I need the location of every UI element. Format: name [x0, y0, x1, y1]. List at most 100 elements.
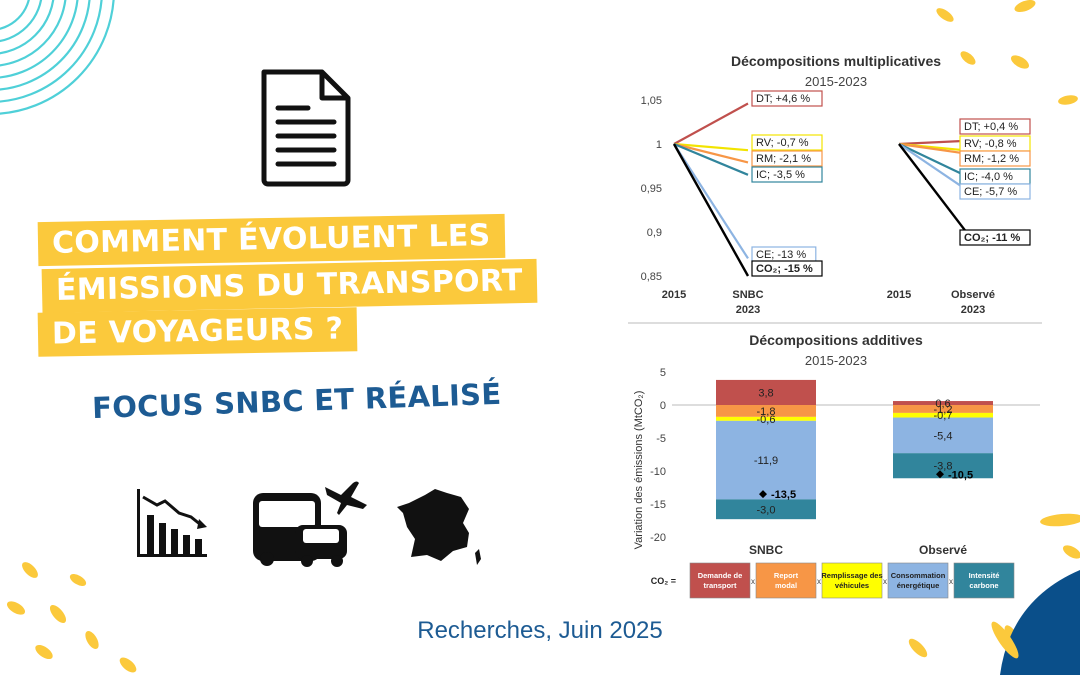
legend-swatch — [887, 562, 949, 599]
series-line-ce — [673, 143, 749, 259]
legend-swatch — [689, 562, 751, 599]
legend-separator: x — [883, 577, 887, 586]
bar-value-label: 3,8 — [758, 387, 773, 399]
legend-separator: x — [751, 577, 755, 586]
legend-swatch — [755, 562, 817, 599]
data-label-box — [751, 260, 823, 277]
data-label-dt: DT; +0,4 % — [964, 121, 1018, 133]
data-label-box — [959, 150, 1031, 167]
series-line-dt — [673, 102, 749, 145]
top-y-tick: 0,95 — [641, 183, 662, 195]
bottom-y-tick: 5 — [660, 367, 666, 379]
top-y-tick: 1 — [656, 139, 662, 151]
bar-segment-3 — [893, 417, 993, 454]
bar-segment-3 — [716, 420, 816, 500]
top-chart-title: Décompositions multiplicatives — [731, 53, 941, 69]
data-label-ce: CE; -13 % — [756, 249, 806, 261]
top-x-label-end-2b: 2023 — [961, 304, 985, 316]
series-line-rm — [673, 142, 749, 164]
top-x-label-start-1: 2015 — [662, 289, 686, 301]
data-label-box — [959, 229, 1031, 246]
series-line-rv — [673, 142, 749, 152]
bottom-x-label: Observé — [919, 543, 967, 557]
footer-caption: Recherches, Juin 2025 — [417, 617, 663, 644]
bottom-y-tick: -15 — [650, 499, 666, 511]
legend-separator: x — [817, 577, 821, 586]
data-label-dt: DT; +4,6 % — [756, 93, 810, 105]
bottom-x-label: SNBC — [749, 543, 783, 557]
data-label-ic: IC; -4,0 % — [964, 171, 1013, 183]
series-line-co2 — [672, 143, 750, 277]
total-marker — [759, 490, 767, 499]
bar-value-label: -0,6 — [757, 414, 776, 426]
top-x-label-start-2: 2015 — [887, 289, 911, 301]
bottom-y-tick: -20 — [650, 532, 666, 544]
data-label-ic: IC; -3,5 % — [756, 169, 805, 181]
total-label: -13,5 — [771, 489, 796, 501]
top-x-label-end-1b: 2023 — [736, 304, 760, 316]
legend-swatch — [953, 562, 1015, 599]
bar-segment-4 — [716, 499, 816, 520]
bar-segment-1 — [893, 405, 993, 413]
bar-segment-2 — [716, 416, 816, 421]
series-line-co2 — [898, 143, 974, 242]
legend-separator: x — [949, 577, 953, 586]
legend-prefix: CO₂ = — [651, 576, 676, 586]
top-x-label-end-1a: SNBC — [732, 289, 763, 301]
legend-label: Demande de transport — [698, 571, 743, 590]
legend-label: Remplissage des véhicules — [821, 571, 882, 590]
bar-segment-0 — [716, 379, 816, 405]
icons-row — [137, 481, 481, 567]
bar-value-label: -1,2 — [934, 404, 953, 416]
bar-segment-0 — [893, 401, 993, 405]
data-label-box — [751, 90, 823, 107]
bar-value-label: -1,8 — [757, 406, 776, 418]
data-label-rm: RM; -1,2 % — [964, 153, 1019, 165]
data-label-ce: CE; -5,7 % — [964, 186, 1017, 198]
data-label-box — [751, 166, 823, 183]
bottom-y-tick: -5 — [656, 433, 666, 445]
navy-corner-shape — [1000, 570, 1080, 675]
bottom-y-tick: 0 — [660, 400, 666, 412]
legend-label: Intensité carbone — [969, 571, 1000, 590]
additive-chart: Décompositions additives 2015-2023 Varia… — [633, 332, 1040, 599]
top-y-tick: 0,85 — [641, 271, 662, 283]
declining-bar-chart-icon — [137, 489, 207, 557]
legend-label: Report modal — [774, 571, 799, 590]
bar-value-label: 0,6 — [935, 398, 950, 410]
total-marker — [936, 470, 944, 479]
france-map-icon — [397, 489, 481, 565]
multiplicative-chart: Décompositions multiplicatives 2015-2023… — [641, 53, 1031, 316]
bar-value-label: -3,8 — [934, 461, 953, 473]
bottom-chart-subtitle: 2015-2023 — [805, 353, 867, 368]
data-label-rm: RM; -2,1 % — [756, 153, 811, 165]
bottom-y-axis-label: Variation des émissions (MtCO₂) — [633, 391, 645, 550]
data-label-rv: RV; -0,8 % — [964, 138, 1017, 150]
data-label-box — [751, 150, 823, 167]
bar-value-label: -0,7 — [934, 410, 953, 422]
bus-car-plane-icon — [253, 481, 367, 567]
bottom-y-tick: -10 — [650, 466, 666, 478]
bar-value-label: -11,9 — [754, 455, 778, 467]
series-line-ic — [673, 142, 749, 176]
bar-segment-1 — [716, 405, 816, 417]
data-label-co2: CO₂; -15 % — [756, 263, 813, 275]
data-label-box — [751, 134, 823, 151]
legend-swatch — [821, 562, 883, 599]
data-label-rv: RV; -0,7 % — [756, 137, 809, 149]
top-y-tick: 1,05 — [641, 95, 662, 107]
bar-value-label: -3,0 — [757, 504, 776, 516]
bar-segment-2 — [893, 412, 993, 418]
bottom-chart-title: Décompositions additives — [749, 332, 923, 348]
bar-value-label: -5,4 — [934, 430, 953, 442]
top-x-label-end-2a: Observé — [951, 289, 995, 301]
data-label-co2: CO₂; -11 % — [964, 232, 1020, 244]
document-icon — [261, 69, 351, 187]
legend-label: Consommation énergétique — [891, 571, 946, 590]
data-label-box — [959, 183, 1031, 200]
total-label: -10,5 — [948, 469, 973, 481]
top-y-tick: 0,9 — [647, 227, 662, 239]
data-label-box — [959, 118, 1031, 135]
